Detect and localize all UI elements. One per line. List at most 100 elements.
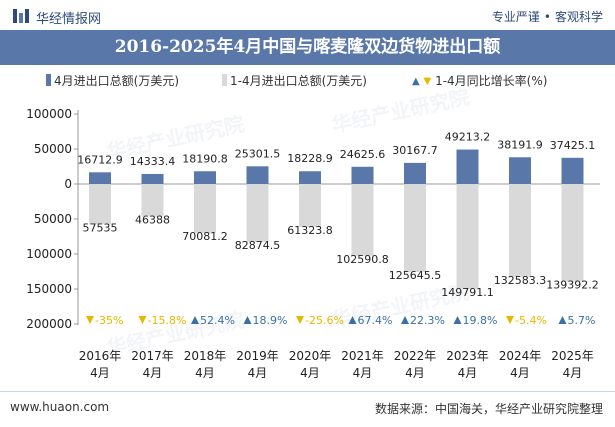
data-label-ytd: 61323.8: [287, 224, 333, 237]
data-label-ytd: 132583.3: [494, 274, 547, 287]
y-tick-label: 150000: [26, 282, 72, 296]
y-tick-label: 50000: [34, 212, 72, 226]
data-label-ytd: 70081.2: [182, 230, 228, 243]
chart-area: 100000 50000 0 50000 100000 150000 200000 16712…: [26, 107, 600, 380]
data-label-ytd: 46388: [135, 213, 170, 226]
x-category-label: 2017年: [131, 349, 174, 363]
x-category-label: 4月: [510, 366, 530, 380]
data-label-april: 38191.9: [497, 138, 543, 151]
legend-swatch-april: [46, 74, 51, 86]
y-tick-label: 100000: [26, 107, 72, 121]
bar-april: [404, 162, 426, 184]
data-label-ytd: 139392.2: [546, 279, 599, 292]
growth-label: -15.8%: [148, 314, 187, 327]
data-label-april: 14333.4: [130, 155, 176, 168]
bar-april: [246, 166, 269, 184]
bar-ytd: [404, 184, 426, 272]
growth-up-marker: [558, 316, 567, 324]
growth-label: 18.9%: [253, 314, 288, 327]
tagline: 专业严谨 • 客观科学: [492, 8, 603, 25]
growth-label: -35%: [95, 314, 123, 327]
legend-label-april: 4月进出口总额(万美元): [54, 74, 179, 88]
x-category-label: 2016年: [79, 349, 122, 363]
legend-label-ytd: 1-4月进出口总额(万美元): [230, 74, 367, 88]
growth-label: 67.4%: [358, 314, 393, 327]
growth-down-marker: [86, 316, 94, 324]
bar-april: [561, 157, 584, 184]
growth-label: -25.6%: [305, 314, 344, 327]
bar-ytd: [509, 184, 531, 277]
x-category-label: 2018年: [184, 349, 227, 363]
x-category-label: 4月: [300, 366, 320, 380]
bar-ytd: [456, 184, 479, 289]
data-label-april: 37425.1: [550, 139, 596, 152]
x-category-label: 2025年: [551, 349, 594, 363]
y-tick-label: 200000: [26, 317, 72, 331]
data-label-ytd: 102590.8: [336, 253, 389, 266]
x-category-label: 2019年: [236, 349, 279, 363]
bar-april: [194, 171, 216, 184]
triangle-down-icon: ▼: [423, 76, 432, 87]
x-category-label: 4月: [458, 366, 478, 380]
bar-april: [456, 149, 479, 184]
growth-down-marker: [506, 316, 514, 324]
footer-source: 数据来源：中国海关，华经产业研究院整理: [374, 402, 603, 416]
y-tick-label: 0: [64, 177, 72, 191]
bar-ytd: [246, 184, 269, 243]
bullet-icon: •: [543, 10, 551, 24]
growth-down-marker: [138, 316, 147, 324]
bar-ytd: [141, 184, 164, 217]
y-tick-label: 50000: [34, 142, 72, 156]
x-category-label: 4月: [405, 366, 425, 380]
data-label-ytd: 82874.5: [235, 239, 281, 252]
growth-up-marker: [243, 316, 252, 324]
triangle-up-icon: ▲: [412, 76, 420, 87]
bar-ytd: [351, 184, 374, 256]
x-category-label: 4月: [143, 366, 163, 380]
data-label-ytd: 125645.5: [389, 269, 442, 282]
x-category-label: 2021年: [341, 349, 384, 363]
data-label-ytd: 149791.1: [441, 286, 494, 299]
data-label-april: 18190.8: [182, 152, 228, 165]
x-category-label: 2024年: [499, 349, 542, 363]
footer-url: www.huaon.com: [10, 400, 110, 414]
bar-april: [351, 166, 374, 184]
legend-item-april: 4月进出口总额(万美元): [46, 72, 179, 89]
data-label-april: 18228.9: [287, 152, 333, 165]
data-label-ytd: 57535: [83, 221, 118, 234]
data-label-april: 49213.2: [445, 131, 491, 144]
legend-swatch-ytd: [222, 74, 227, 86]
data-label-april: 25301.5: [235, 147, 281, 160]
y-tick-label: 100000: [26, 247, 72, 261]
growth-label: 22.3%: [410, 314, 445, 327]
x-category-label: 4月: [353, 366, 373, 380]
data-label-april: 16712.9: [77, 153, 123, 166]
legend-item-growth: ▲ ▼ 1-4月同比增长率(%): [412, 72, 547, 89]
growth-up-marker: [453, 316, 462, 324]
growth-label: 19.8%: [463, 314, 498, 327]
header: 华经情报网 专业严谨 • 客观科学: [0, 0, 615, 30]
legend-item-ytd: 1-4月进出口总额(万美元): [222, 72, 367, 89]
footer-divider: [0, 391, 615, 392]
tagline-right: 客观科学: [554, 10, 603, 24]
x-category-label: 4月: [563, 366, 583, 380]
growth-label: -5.4%: [515, 314, 547, 327]
bar-april: [141, 173, 164, 184]
chart-title: 2016-2025年4月中国与喀麦隆双边货物进出口额: [114, 37, 501, 57]
growth-up-marker: [348, 316, 357, 324]
x-category-label: 4月: [248, 366, 268, 380]
tagline-left: 专业严谨: [491, 10, 540, 24]
bar-ytd: [299, 184, 321, 227]
bar-ytd: [194, 184, 216, 234]
growth-label: 5.7%: [568, 314, 596, 327]
bar-april: [299, 171, 321, 184]
x-category-label: 4月: [90, 366, 110, 380]
data-label-april: 30167.7: [392, 144, 438, 157]
data-label-april: 24625.6: [340, 148, 386, 161]
growth-down-marker: [296, 316, 304, 324]
bar-ytd: [561, 184, 584, 282]
x-category-label: 2023年: [446, 349, 489, 363]
bar-ytd: [89, 184, 111, 225]
legend: 4月进出口总额(万美元) 1-4月进出口总额(万美元) ▲ ▼ 1-4月同比增长…: [0, 72, 615, 90]
site-name: 华经情报网: [36, 12, 102, 27]
